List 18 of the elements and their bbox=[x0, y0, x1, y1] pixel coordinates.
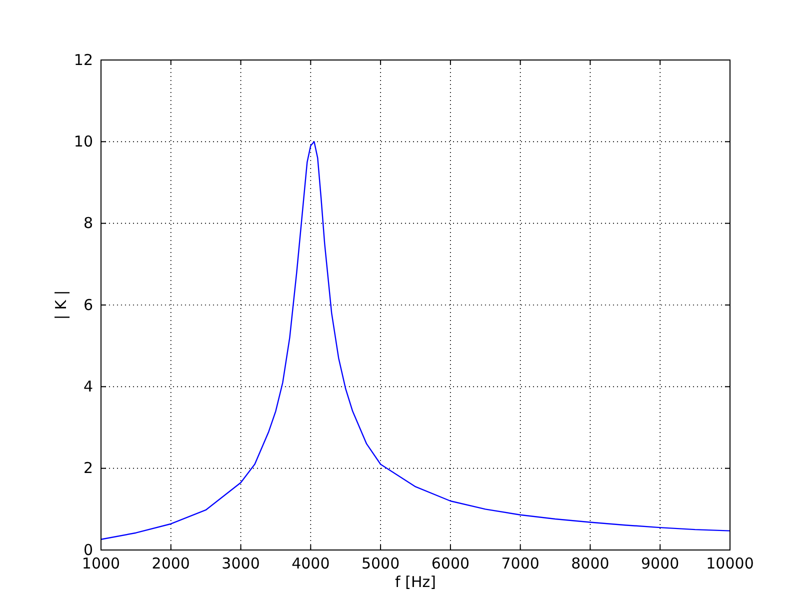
x-tick-label: 8000 bbox=[571, 554, 610, 573]
y-tick-label: 10 bbox=[74, 132, 93, 150]
x-tick-label: 5000 bbox=[361, 554, 400, 573]
x-tick-label: 4000 bbox=[292, 554, 330, 573]
x-tick-label: 10000 bbox=[706, 554, 754, 573]
y-tick-label: 6 bbox=[83, 296, 93, 314]
x-tick-label: 6000 bbox=[431, 554, 470, 573]
y-tick-label: 2 bbox=[83, 459, 93, 478]
line-series bbox=[100, 141, 731, 540]
x-tick-label: 2000 bbox=[152, 554, 190, 573]
y-tick-label: 12 bbox=[74, 50, 93, 69]
y-tick-label: 4 bbox=[83, 377, 93, 396]
x-tick-label: 3000 bbox=[222, 554, 260, 573]
x-tick-label: 9000 bbox=[641, 554, 680, 573]
x-tick-label: 7000 bbox=[501, 554, 540, 573]
x-axis-title: f [Hz] bbox=[395, 573, 436, 591]
y-tick-label: 8 bbox=[83, 214, 93, 232]
y-axis-title: | K | bbox=[52, 290, 70, 320]
